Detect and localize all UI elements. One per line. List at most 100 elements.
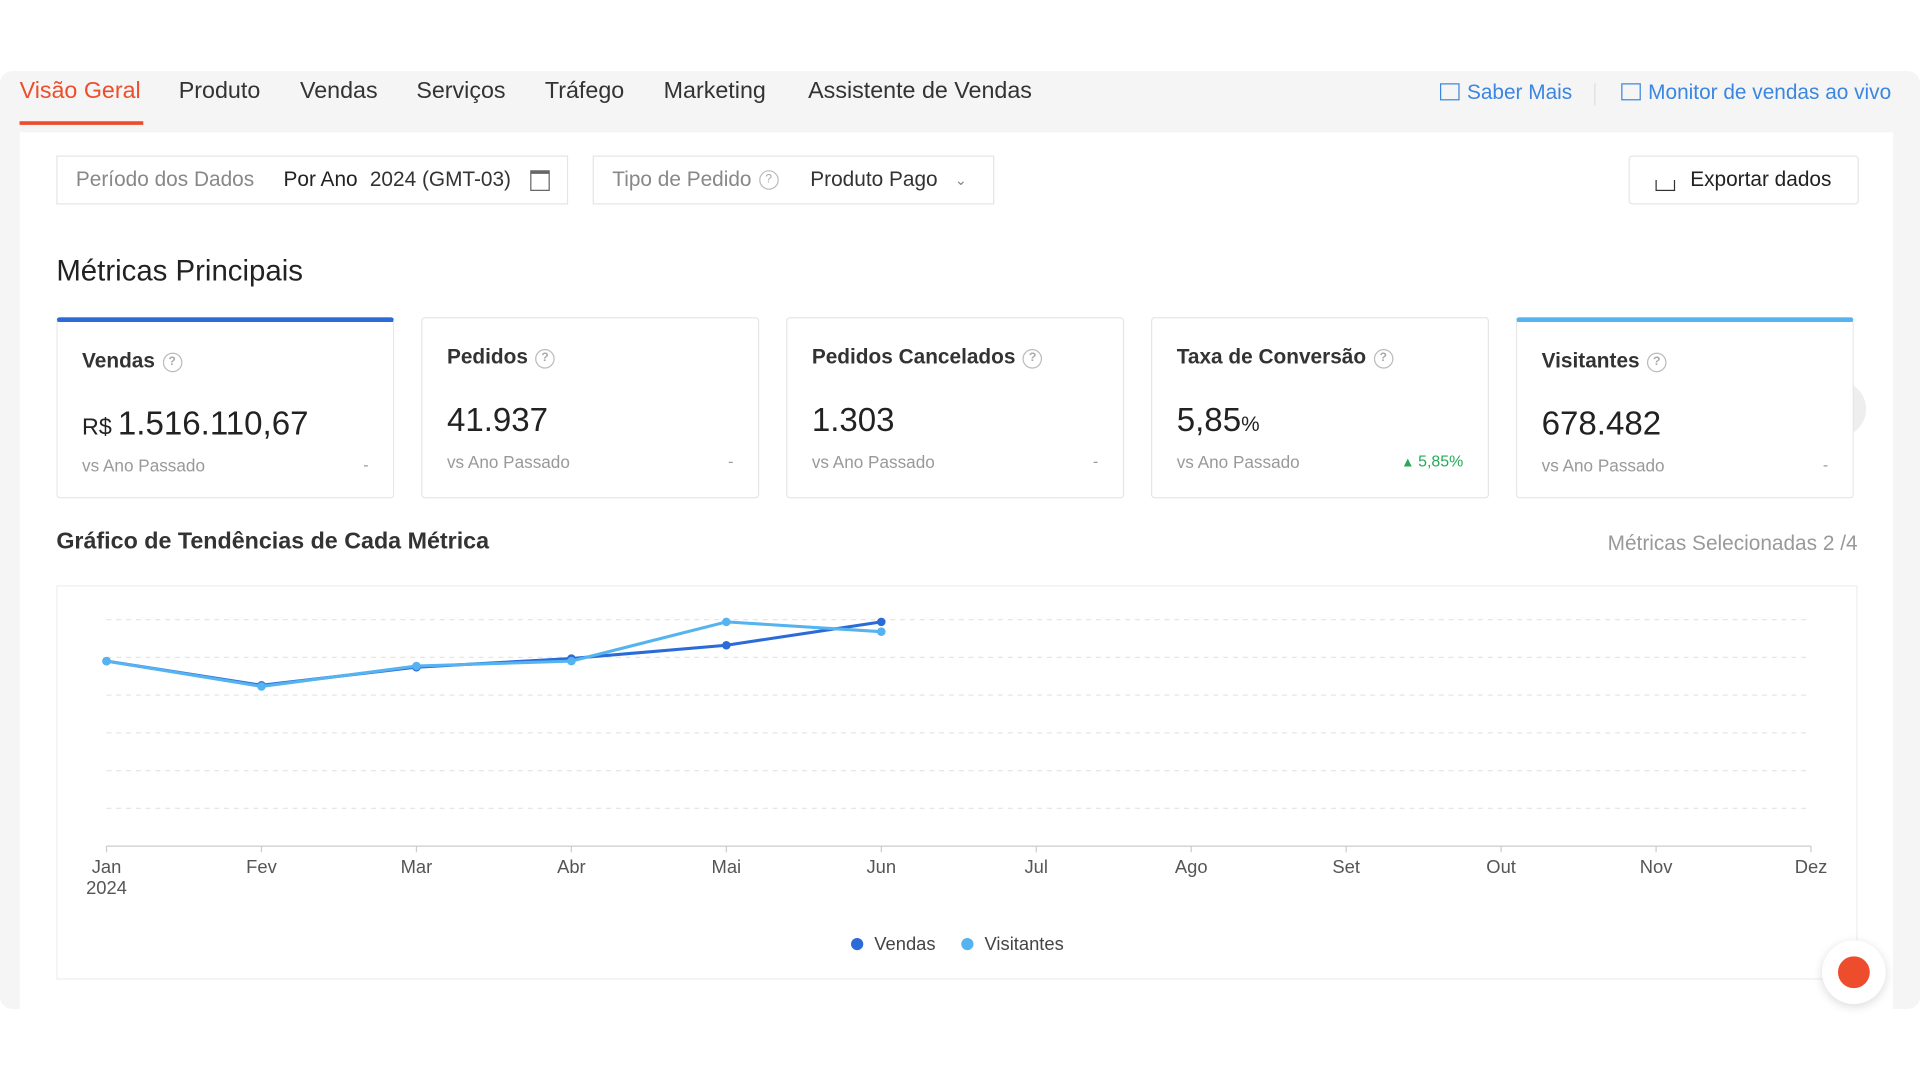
compare-label: vs Ano Passado — [811, 451, 935, 472]
x-tick-label: Set — [1332, 856, 1360, 877]
change: - — [1823, 456, 1828, 474]
tab[interactable]: Produto — [178, 78, 261, 105]
button-text: Exportar dados — [1690, 167, 1832, 192]
x-tick-label: Mar — [401, 856, 433, 877]
change: ▲ 5,85% — [1401, 452, 1463, 470]
legend-label: Vendas — [874, 933, 935, 954]
series-line — [106, 620, 882, 687]
legend-label: Visitantes — [985, 933, 1064, 954]
series-line — [106, 620, 882, 688]
change-text: - — [363, 455, 369, 474]
compare-label: vs Ano Passado — [1176, 451, 1300, 472]
metric-value: 678.482 — [1542, 405, 1662, 443]
x-tick-label: Nov — [1640, 856, 1673, 877]
change-text: - — [1822, 455, 1829, 474]
link-text: Monitor de vendas ao vivo — [1648, 80, 1892, 105]
metric-card: Vendas? R$ 1.516.110,67 vs Ano Passado - — [56, 317, 395, 499]
up-arrow: ▲ — [1401, 455, 1415, 471]
point — [257, 682, 266, 691]
x-tick-label: Jun — [866, 856, 896, 877]
link-text: Saber Mais — [1466, 80, 1573, 105]
metric-value: 5,85% — [1177, 402, 1260, 440]
chat-icon — [1837, 956, 1870, 989]
legend-swatch — [961, 937, 974, 951]
compare-label: vs Ano Passado — [1541, 455, 1665, 476]
point — [722, 640, 731, 650]
trend-title: Gráfico de Tendências de Cada Métrica — [56, 528, 490, 555]
point — [567, 656, 576, 666]
help-icon: ? — [535, 348, 555, 368]
metric-value: 41.937 — [447, 402, 548, 440]
change-text: 5,85% — [1418, 451, 1464, 471]
book-icon — [1440, 83, 1460, 101]
point — [412, 661, 421, 671]
tab[interactable]: Marketing — [663, 78, 766, 105]
order-filter[interactable]: Tipo de Pedido? Produto Pago ⌄ — [592, 155, 995, 205]
calendar-icon — [530, 169, 551, 191]
chat-button[interactable] — [1822, 940, 1886, 1005]
value: 5,85 — [1176, 401, 1242, 439]
section-title: Métricas Principais — [56, 254, 303, 288]
tab[interactable]: Visão Geral — [19, 78, 141, 105]
tab-underline — [19, 121, 144, 125]
value: 678.482 — [1541, 405, 1662, 443]
x-tick-label: Ago — [1175, 856, 1208, 877]
metric-name: Pedidos Cancelados? — [812, 345, 1043, 369]
year-label: 2024 — [86, 877, 127, 898]
tab[interactable]: Assistente de Vendas — [808, 78, 1032, 105]
x-tick-label: Jul — [1025, 856, 1048, 877]
mode: Por Ano — [283, 167, 358, 192]
help-icon: ? — [1373, 348, 1394, 368]
chevron: ⌄ — [954, 171, 968, 189]
change: - — [363, 456, 368, 474]
metric-name: Visitantes? — [1542, 349, 1667, 373]
metric-value: 1.303 — [812, 402, 895, 440]
compare-label: vs Ano Passado — [82, 455, 205, 476]
x-tick-label: Abr — [557, 856, 586, 877]
chart-box: Jan Fev Mar Abr Mai Jun Jul Ago Set Out Nov Dez 2024… — [56, 585, 1858, 980]
point — [877, 617, 886, 627]
x-tick-label: Out — [1486, 856, 1516, 877]
compare-label: vs Ano Passado — [446, 451, 570, 472]
metric-value: R$ 1.516.110,67 — [82, 405, 308, 443]
period-filter[interactable]: Período dos Dados Por Ano 2024 (GMT-03) — [56, 155, 569, 205]
change-text: - — [728, 451, 734, 471]
tab[interactable]: Serviços — [416, 78, 506, 105]
link[interactable]: Monitor de vendas ao vivo — [1621, 81, 1891, 105]
metric-card: Taxa de Conversão? 5,85% vs Ano Passado ▲ 5,… — [1151, 317, 1489, 499]
help-icon: ? — [758, 170, 779, 190]
tab[interactable]: Tráfego — [544, 78, 625, 105]
metric-name: Vendas? — [82, 349, 182, 373]
help-icon: ? — [162, 352, 182, 372]
chart: Jan Fev Mar Abr Mai Jun Jul Ago Set Out Nov Dez 2024… — [86, 617, 1828, 954]
link[interactable]: Saber Mais — [1440, 81, 1572, 105]
metric-card: Visitantes? 678.482 vs Ano Passado - — [1515, 317, 1854, 499]
tab[interactable]: Vendas — [300, 78, 378, 105]
change: - — [728, 452, 733, 470]
selected-count: Métricas Selecionadas 2 /4 — [1607, 531, 1858, 555]
legend-swatch — [851, 937, 864, 951]
metric-card: Pedidos? 41.937 vs Ano Passado - — [421, 317, 760, 499]
label: Período dos Dados — [75, 167, 255, 192]
point — [877, 627, 886, 636]
export-button[interactable]: Exportar dados — [1628, 155, 1859, 205]
change: - — [1093, 452, 1098, 470]
x-tick-label: Fev — [246, 856, 277, 877]
metric-name: Taxa de Conversão? — [1177, 345, 1394, 369]
content — [19, 132, 1894, 1009]
x-tick-label: Dez — [1795, 856, 1828, 877]
unit: % — [1241, 412, 1260, 436]
point — [102, 656, 111, 666]
value: 41.937 — [446, 401, 549, 439]
x-tick-label: Jan — [92, 856, 122, 877]
help-icon: ? — [1022, 348, 1043, 368]
download-icon — [1655, 179, 1676, 191]
value: Produto Pago — [810, 167, 938, 192]
x-tick-label: Mai — [712, 856, 742, 877]
label: Tipo de Pedido — [612, 167, 752, 192]
help-icon: ? — [1646, 352, 1667, 372]
metric-card: Pedidos Cancelados? 1.303 vs Ano Passado - — [786, 317, 1125, 499]
value: 1.516.110,67 — [117, 405, 309, 443]
